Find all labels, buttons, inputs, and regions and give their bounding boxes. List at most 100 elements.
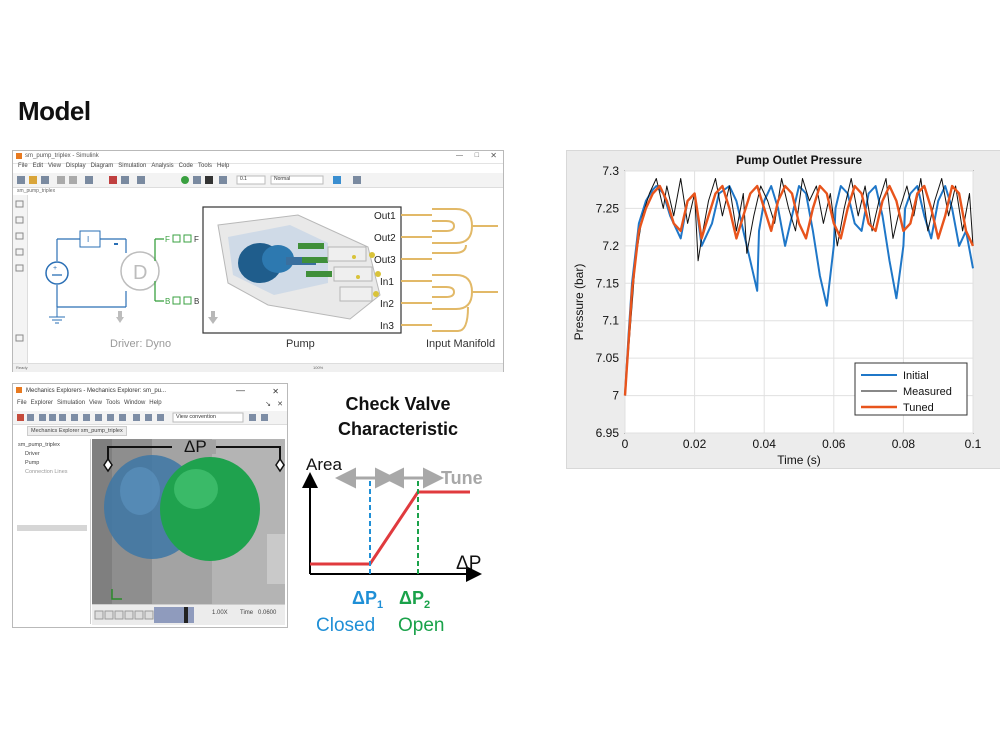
mech-split-icon[interactable]: [145, 414, 152, 421]
port-f-left: F: [165, 235, 170, 244]
x-tick-label: 0.04: [753, 437, 777, 451]
step-back-play-icon[interactable]: [104, 610, 114, 620]
cv-p2-label: ΔP2: [399, 588, 430, 611]
menu-edit[interactable]: Edit: [32, 163, 44, 169]
simulink-canvas[interactable]: + I D F F: [28, 195, 502, 363]
mech-zoom-icon[interactable]: [59, 414, 66, 421]
mech-frames-icon[interactable]: [83, 414, 90, 421]
run-icon[interactable]: [181, 176, 189, 184]
chart-ylabel: Pressure (bar): [572, 264, 586, 341]
hide-icon[interactable]: [15, 334, 24, 342]
mech-menu-file[interactable]: File: [17, 400, 27, 406]
y-tick-label: 7.15: [596, 276, 620, 290]
mech-menu-tools[interactable]: Tools: [105, 400, 120, 406]
menu-file[interactable]: File: [18, 163, 28, 169]
legend-label-initial: Initial: [903, 370, 929, 382]
current-sensor-block[interactable]: [79, 230, 101, 248]
tree-item-pump[interactable]: Pump: [25, 460, 40, 466]
step-back-icon[interactable]: [137, 176, 145, 184]
menu-display[interactable]: Display: [65, 163, 86, 169]
mech-menu-close-icon[interactable]: ✕: [277, 401, 283, 408]
record-icon[interactable]: [219, 176, 227, 184]
minimize-icon[interactable]: —: [456, 152, 463, 159]
close-icon[interactable]: ✕: [490, 151, 497, 160]
mech-menu-simulation[interactable]: Simulation: [57, 400, 86, 406]
menu-analysis[interactable]: Analysis: [151, 163, 174, 169]
mech-inertia-icon[interactable]: [107, 414, 114, 421]
rewind-icon[interactable]: [94, 610, 104, 620]
zoom-icon[interactable]: [15, 200, 24, 208]
open-icon[interactable]: [29, 176, 37, 184]
mech-menu-view[interactable]: View: [89, 400, 102, 406]
new-model-icon[interactable]: [17, 176, 25, 184]
step-forward-icon[interactable]: [193, 176, 201, 184]
fit-icon[interactable]: [15, 216, 24, 224]
mech-fit-icon[interactable]: [71, 414, 78, 421]
save-icon[interactable]: [41, 176, 49, 184]
build-icon[interactable]: [333, 176, 341, 184]
step-forward-play-icon[interactable]: [124, 610, 134, 620]
model-settings-icon[interactable]: [121, 176, 129, 184]
tree-scrollbar[interactable]: [17, 525, 87, 531]
simulink-window: sm_pump_triplex - Simulink — □ ✕ File Edi…: [12, 150, 504, 372]
menu-diagram[interactable]: Diagram: [90, 163, 114, 169]
menu-simulation[interactable]: Simulation: [118, 163, 147, 169]
up-icon[interactable]: [85, 176, 93, 184]
library-icon[interactable]: [109, 176, 117, 184]
mech-minimize-icon[interactable]: —: [236, 385, 245, 395]
menu-view[interactable]: View: [48, 163, 61, 169]
tree-item-driver[interactable]: Driver: [25, 451, 40, 457]
mechanics-tab[interactable]: Mechanics Explorer sm_pump_triplex: [27, 426, 127, 436]
annotation-icon[interactable]: [15, 248, 24, 256]
mech-menu-help[interactable]: Help: [149, 400, 162, 406]
mech-dock-icon[interactable]: ↘: [265, 401, 271, 408]
mech-save-icon[interactable]: [27, 414, 34, 421]
voltage-source-block[interactable]: [45, 261, 69, 285]
forward-end-icon[interactable]: [134, 610, 144, 620]
driver-down-arrow-icon: [116, 311, 124, 323]
menu-help[interactable]: Help: [217, 163, 230, 169]
app-icon[interactable]: [353, 176, 361, 184]
mech-com-icon[interactable]: [95, 414, 102, 421]
pressure-chart-panel: 0 0.02 0.04 0.06 0.08 0.1 6.95 7 7.05 7.1 7.15 7.2 7…: [566, 150, 1000, 469]
sim-mode-select[interactable]: [270, 175, 324, 185]
green-sphere: [160, 457, 260, 561]
undo-icon[interactable]: [57, 176, 65, 184]
menu-tools[interactable]: Tools: [198, 163, 213, 169]
manifold-block[interactable]: [401, 208, 498, 332]
mech-fullscreen-icon[interactable]: [261, 414, 268, 421]
menu-code[interactable]: Code: [178, 163, 193, 169]
stop-icon[interactable]: [205, 176, 213, 184]
playback-speed[interactable]: 1.00X: [212, 610, 228, 616]
series-line-initial: [624, 185, 974, 396]
mech-views-icon[interactable]: [119, 414, 126, 421]
loop-icon[interactable]: [144, 610, 154, 620]
mech-open-icon[interactable]: [17, 414, 24, 421]
mech-tile-icon[interactable]: [249, 414, 256, 421]
mechanics-3d-view[interactable]: ΔP: [92, 439, 285, 604]
mech-close-icon[interactable]: ✕: [272, 387, 279, 396]
view-convention-select[interactable]: [172, 412, 244, 423]
mech-camera-icon[interactable]: [157, 414, 164, 421]
mech-menu-explorer[interactable]: Explorer: [30, 400, 54, 406]
y-tick-label: 6.95: [596, 426, 620, 440]
y-tick-label: 7.2: [602, 239, 619, 253]
model-breadcrumb[interactable]: sm_pump_triplex: [17, 188, 56, 194]
driver-dyno-block[interactable]: [120, 251, 160, 291]
mech-rotate-icon[interactable]: [39, 414, 46, 421]
time-slider-thumb[interactable]: [184, 607, 188, 623]
maximize-icon[interactable]: □: [474, 152, 479, 159]
mech-axes-icon[interactable]: [133, 414, 140, 421]
tree-item-connection-lines[interactable]: Connection Lines: [25, 469, 68, 475]
play-icon[interactable]: [114, 610, 124, 620]
arrow-icon[interactable]: [15, 232, 24, 240]
simulink-statusbar: Ready 100%: [13, 363, 503, 372]
port-in1: In1: [380, 277, 394, 288]
stop-time-field[interactable]: [236, 175, 266, 185]
svg-text:I: I: [87, 235, 89, 244]
mech-pan-icon[interactable]: [49, 414, 56, 421]
image-icon[interactable]: [15, 264, 24, 272]
mech-menu-window[interactable]: Window: [123, 400, 146, 406]
tree-root[interactable]: sm_pump_triplex: [18, 442, 60, 448]
redo-icon[interactable]: [69, 176, 77, 184]
